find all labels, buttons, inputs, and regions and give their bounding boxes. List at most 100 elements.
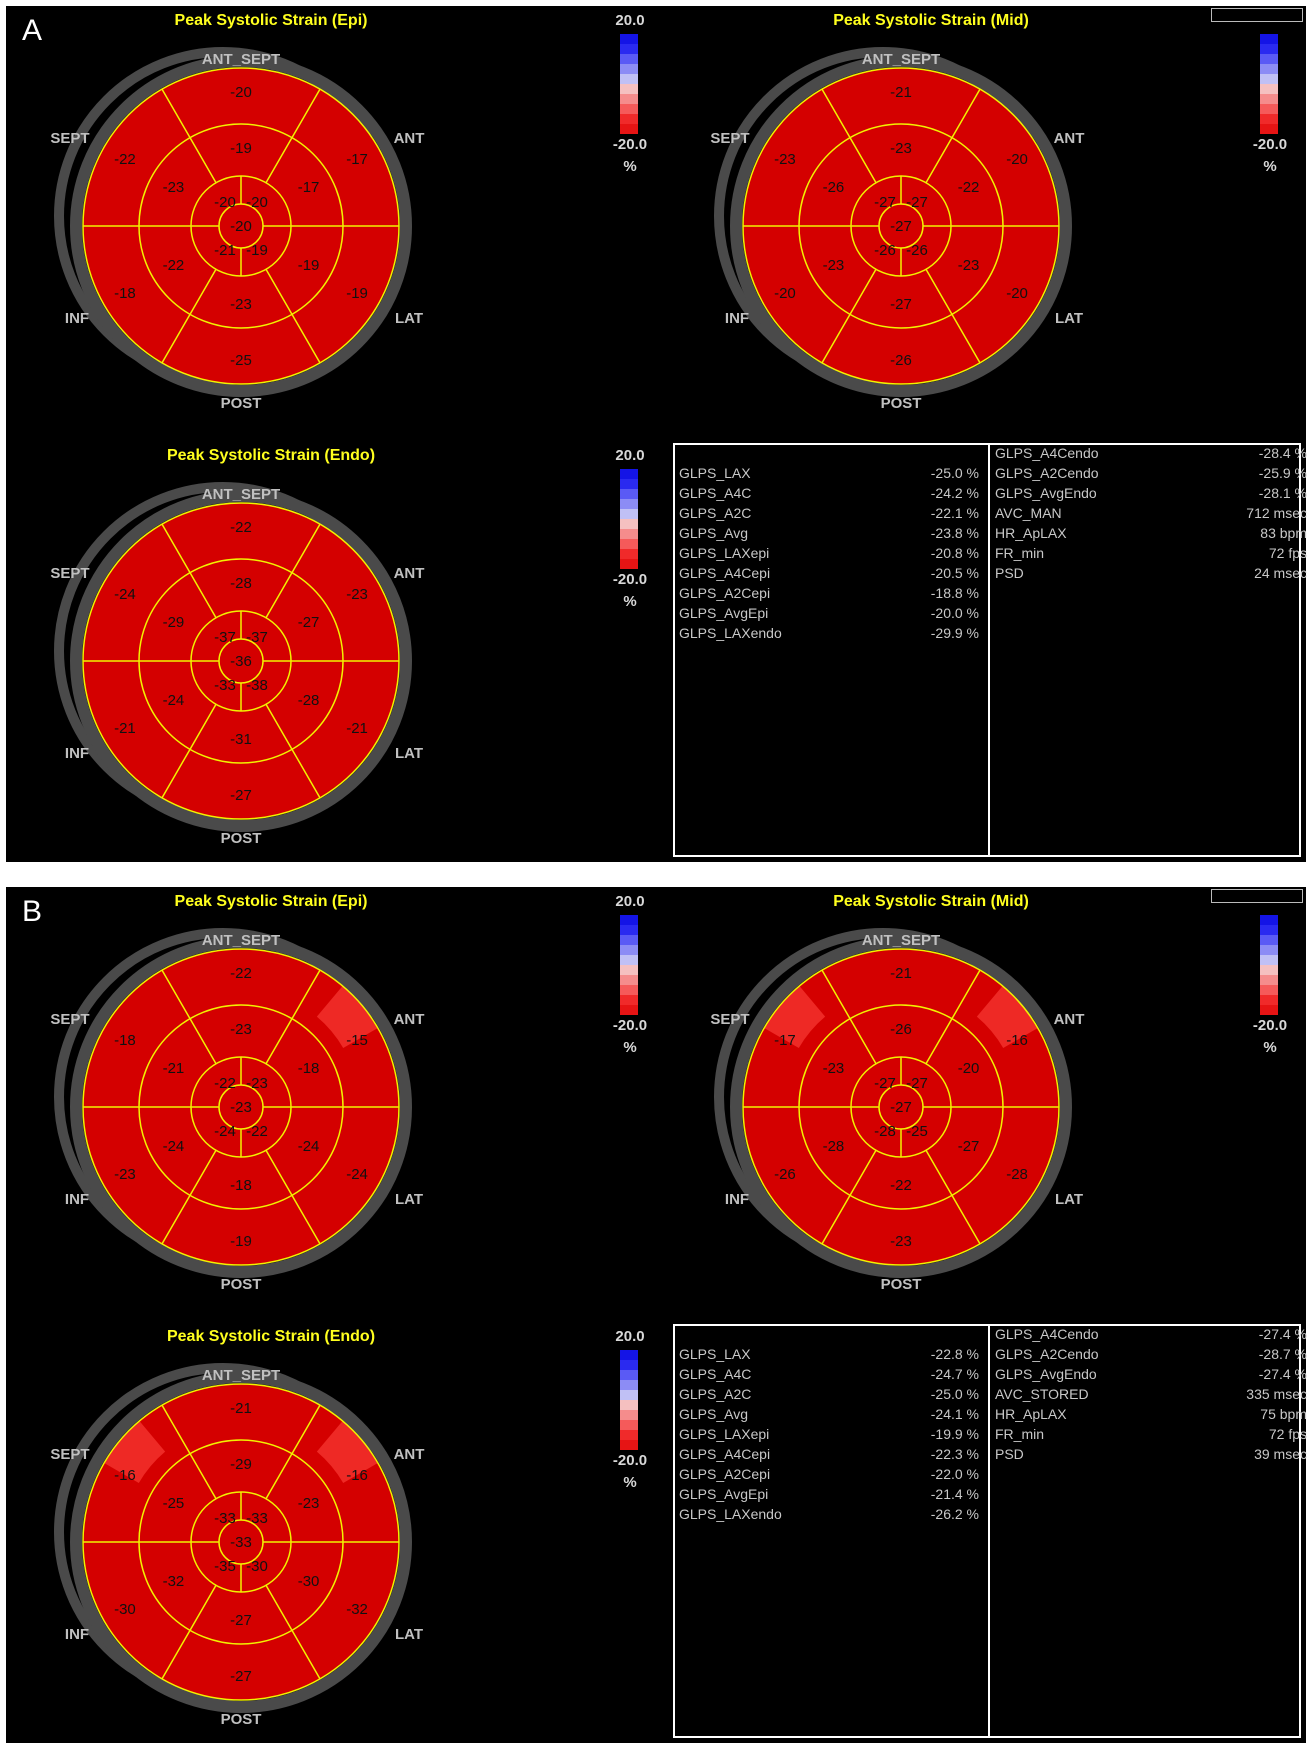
scale-gradient-bar	[620, 915, 638, 1015]
value-mid-inferolateral: -27	[958, 1138, 980, 1155]
value-apical-septal: -26	[874, 242, 896, 259]
label-lat: LAT	[395, 310, 423, 327]
scale-step	[1260, 985, 1278, 995]
value-basal-inferoseptal: -20	[774, 285, 796, 302]
table-row: FR_min 72 fps	[995, 1426, 1307, 1446]
scale-unit-label: %	[623, 158, 637, 175]
table-row: GLPS_AvgEpi -20.0 %	[679, 605, 979, 625]
scale-step	[1260, 975, 1278, 985]
segment-divider-outer	[951, 969, 981, 1020]
scale-step	[620, 499, 638, 509]
table-row: GLPS_AvgEpi -21.4 %	[679, 1486, 979, 1506]
segment-divider-mid	[265, 268, 293, 315]
label-ant: ANT	[394, 1446, 425, 1463]
measure-value: -29.9 %	[930, 625, 979, 641]
highlight-ant	[976, 985, 1038, 1048]
scale-unit-label: %	[623, 1474, 637, 1491]
scale-step	[1260, 935, 1278, 945]
value-apical-septal: -28	[874, 1123, 896, 1140]
table-row: GLPS_LAXendo -29.9 %	[679, 625, 979, 645]
value-basal-inferior: -19	[230, 1233, 252, 1250]
value-mid-anteroseptal: -26	[823, 179, 845, 196]
scale-step	[620, 1360, 638, 1370]
value-apical-anterior: -20	[214, 194, 236, 211]
value-basal-anterior: -21	[230, 1400, 252, 1417]
bullseye-svg: -21-20-20-26-20-23-23-22-23-27-23-26-27-…	[710, 47, 1084, 412]
measure-value: -24.2 %	[930, 485, 979, 501]
scale-step	[620, 1370, 638, 1380]
label-lat: LAT	[395, 1626, 423, 1643]
table-row: GLPS_A4Cepi -20.5 %	[679, 565, 979, 585]
value-apical-inferior: -26	[906, 242, 928, 259]
bullseye-svg: -21-16-32-27-30-16-29-23-30-27-32-25-33-…	[50, 1363, 425, 1728]
outer-ring	[70, 490, 412, 832]
table-row: GLPS_A4Cendo -27.4 %	[995, 1326, 1307, 1346]
measure-label: PSD	[995, 1446, 1024, 1462]
measure-value: -19.9 %	[930, 1426, 979, 1442]
segment-divider-outer	[821, 1194, 851, 1245]
measure-label: GLPS_A4Cepi	[679, 1446, 771, 1462]
scale-step	[620, 479, 638, 489]
label-sept: SEPT	[50, 1011, 89, 1028]
measure-label: GLPS_LAXepi	[679, 1426, 770, 1442]
scale-step	[1260, 54, 1278, 64]
measure-value: 72 fps	[1268, 1426, 1307, 1442]
measure-value: -22.0 %	[930, 1466, 979, 1482]
table-row: GLPS_LAXepi -20.8 %	[679, 545, 979, 565]
scale-step	[620, 1400, 638, 1410]
value-mid-inferolateral: -28	[298, 692, 320, 709]
measure-value: -21.4 %	[930, 1486, 979, 1502]
scale-step	[620, 1420, 638, 1430]
segment-divider-mid	[849, 1018, 877, 1065]
scale-min-label: -20.0	[1252, 1017, 1288, 1034]
scale-step	[1260, 925, 1278, 935]
value-basal-inferior: -25	[230, 352, 252, 369]
measure-value: 72 fps	[1268, 545, 1307, 561]
bullseye-svg: -22-15-24-19-23-18-23-18-24-18-24-21-22-…	[50, 928, 424, 1293]
scale-step	[620, 44, 638, 54]
scale-min-label: -20.0	[1252, 136, 1288, 153]
measure-label: GLPS_A2Cepi	[679, 585, 771, 601]
value-apical-anterior: -37	[214, 629, 236, 646]
measure-value: -24.7 %	[930, 1366, 979, 1382]
corner-indicator	[1211, 889, 1303, 903]
segment-divider-outer	[821, 88, 851, 139]
table-row: HR_ApLAX 83 bpm	[995, 525, 1307, 545]
scale-step	[620, 935, 638, 945]
segment-divider-outer	[291, 969, 321, 1020]
scale-step	[1260, 44, 1278, 54]
value-mid-anterolateral: -22	[958, 179, 980, 196]
measure-value: -25.0 %	[930, 465, 979, 481]
label-inf: INF	[65, 745, 89, 762]
measure-value: 335 msec	[1246, 1386, 1307, 1402]
measure-label: FR_min	[995, 545, 1045, 561]
value-basal-anteroseptal: -18	[114, 1032, 136, 1049]
value-apex: -27	[890, 218, 912, 235]
value-mid-anteroseptal: -21	[163, 1060, 185, 1077]
value-mid-anterior: -23	[890, 140, 912, 157]
value-mid-anterior: -29	[230, 1456, 252, 1473]
value-mid-anterior: -26	[890, 1021, 912, 1038]
value-mid-anteroseptal: -29	[163, 614, 185, 631]
segment-divider-mid	[265, 1453, 293, 1500]
value-apical-inferior: -25	[906, 1123, 928, 1140]
outer-ring	[70, 55, 412, 397]
scale-step	[1260, 124, 1278, 134]
scale-step	[1260, 995, 1278, 1005]
segment-divider-outer	[161, 969, 191, 1020]
value-apical-anterior: -27	[874, 1075, 896, 1092]
value-basal-anteroseptal: -23	[774, 151, 796, 168]
table-row: GLPS_AvgEndo -27.4 %	[995, 1366, 1307, 1386]
segment-divider-outer	[951, 313, 981, 364]
segment-divider-mid	[189, 268, 217, 315]
segment-divider-mid	[265, 1018, 293, 1065]
plot-title: Peak Systolic Strain (Mid)	[833, 12, 1029, 29]
value-basal-anteroseptal: -16	[114, 1467, 136, 1484]
measure-label: FR_min	[995, 1426, 1045, 1442]
scale-step	[620, 489, 638, 499]
scale-step	[620, 124, 638, 134]
value-mid-inferior: -18	[230, 1177, 252, 1194]
outer-ring	[730, 55, 1072, 397]
measure-label: GLPS_AvgEndo	[995, 485, 1097, 501]
corner-indicator	[1211, 8, 1303, 22]
